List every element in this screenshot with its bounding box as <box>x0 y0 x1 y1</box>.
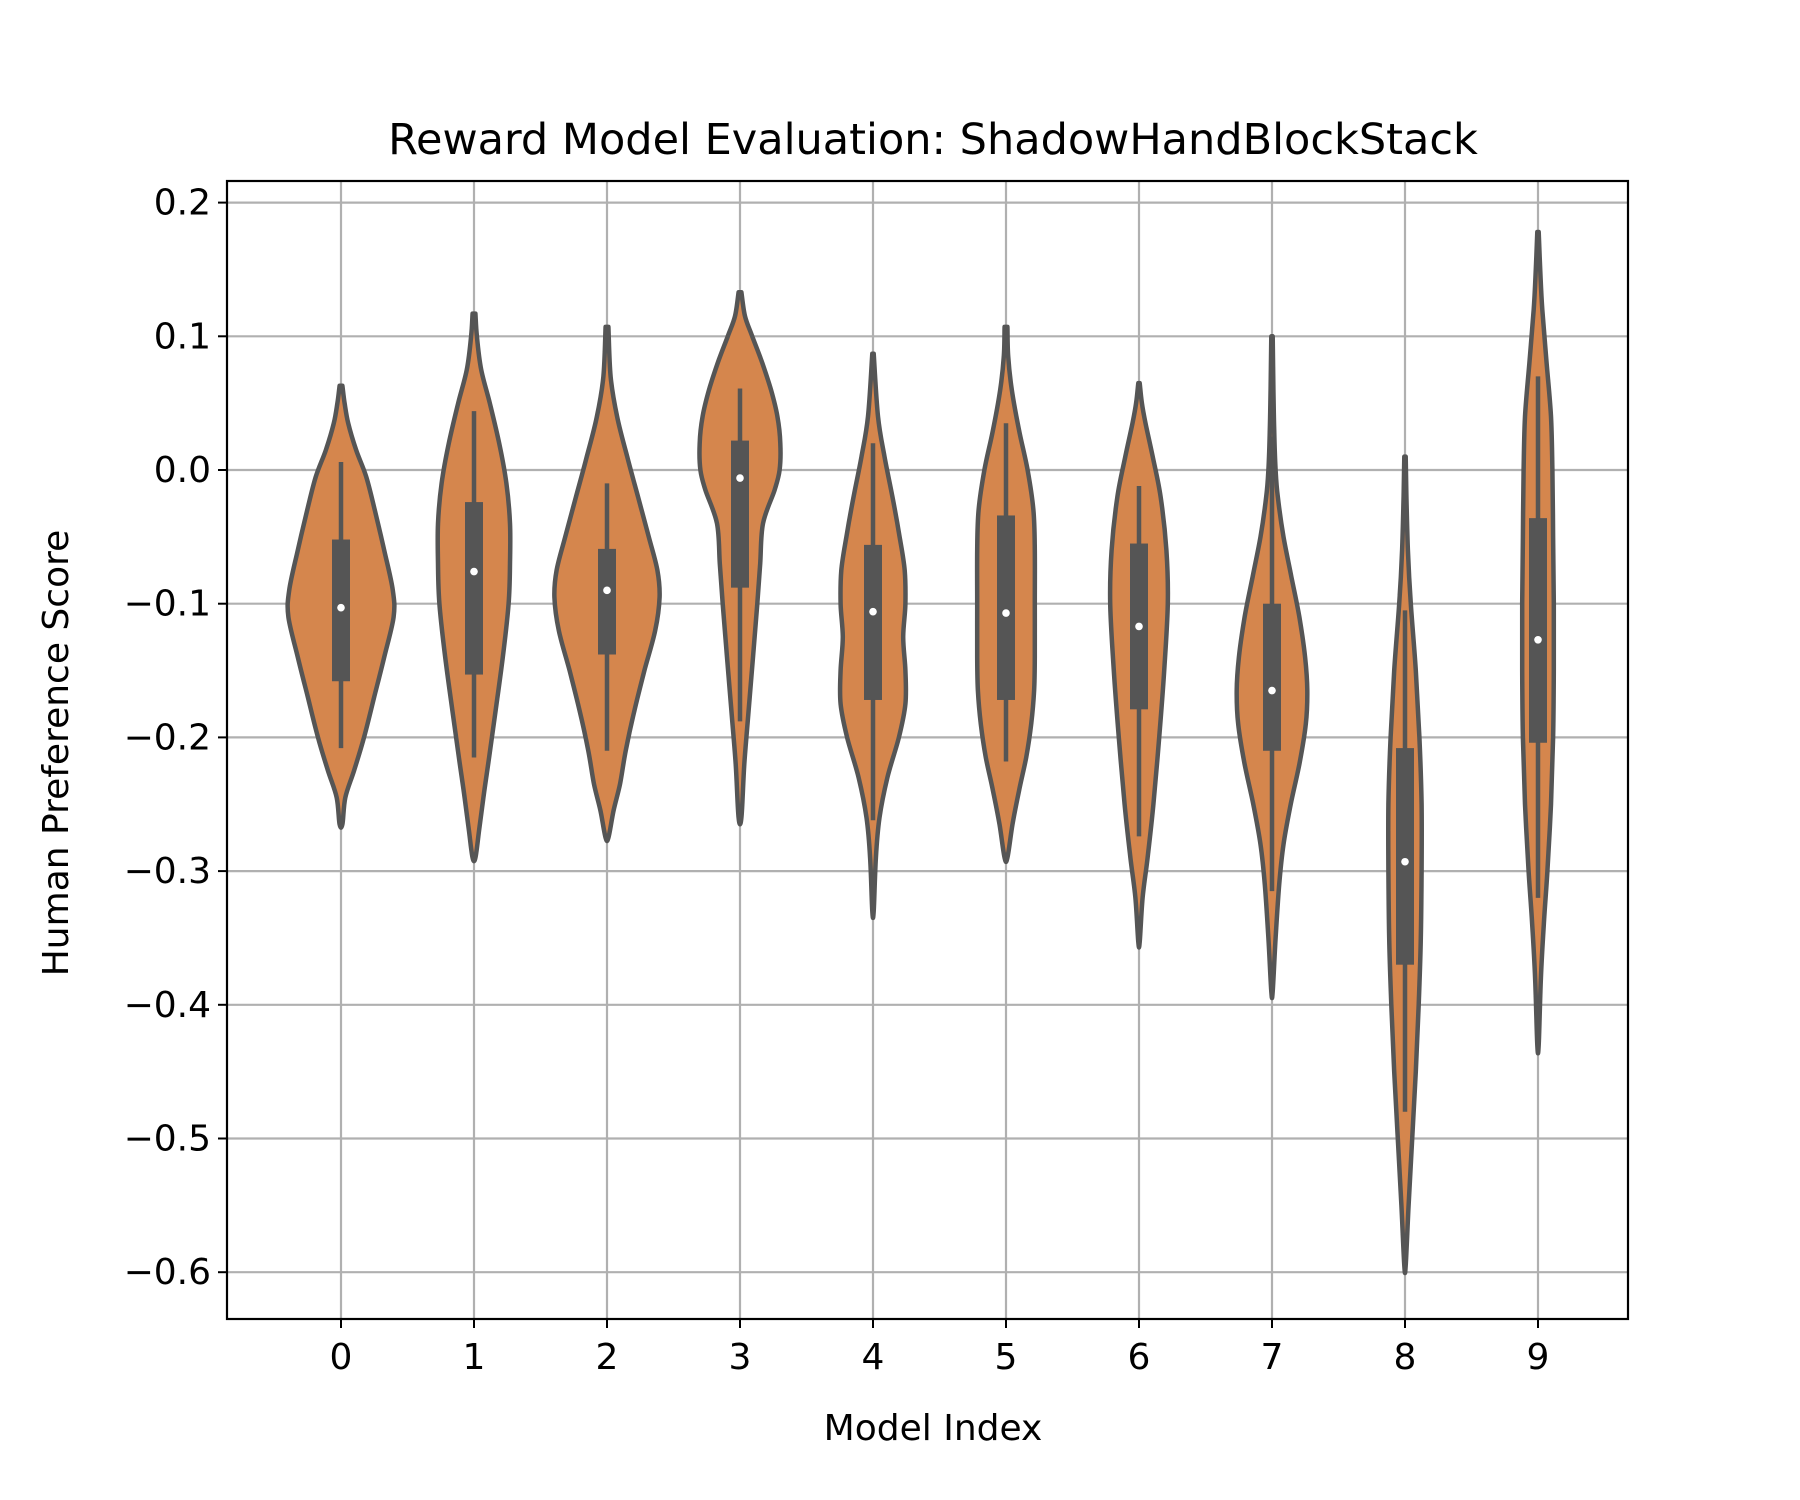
violin-median-point <box>1002 609 1010 617</box>
y-tick-label: 0.1 <box>154 316 211 357</box>
x-tick-label: 9 <box>1527 1337 1550 1378</box>
violin-layer <box>285 229 1557 1276</box>
violin-median-point <box>603 586 611 595</box>
violin-median-point <box>1534 635 1542 644</box>
x-tick-label: 7 <box>1261 1337 1284 1378</box>
axes-layer: 0.2 0.1 0.0 −0.1 −0.2 −0.3 −0.4 −0.5 −0.6 0 1 2 3 4 5 6… <box>124 179 1630 1378</box>
violin-iqr-box <box>731 440 749 588</box>
violin-iqr-box <box>598 548 616 655</box>
x-tick-label: 6 <box>1128 1337 1151 1378</box>
violin-iqr-box <box>1263 603 1281 751</box>
violin-iqr-box <box>1396 748 1414 965</box>
violin-median-point <box>869 607 877 616</box>
y-tick-label: −0.4 <box>124 985 211 1026</box>
violin-iqr-box <box>465 502 483 675</box>
y-tick-label: −0.5 <box>124 1119 211 1160</box>
violin-median-point <box>736 474 744 482</box>
y-tick-label: −0.3 <box>124 851 211 892</box>
violin-iqr-box <box>997 515 1015 700</box>
x-tick-label: 4 <box>862 1337 885 1378</box>
x-tick-label: 2 <box>596 1337 619 1378</box>
violin-iqr-box <box>1529 518 1547 743</box>
violin-median-point <box>1135 622 1143 631</box>
violin-median-point <box>1401 857 1409 866</box>
x-tick-label: 0 <box>330 1337 353 1378</box>
x-tick-label: 8 <box>1394 1337 1417 1378</box>
y-tick-label: 0.2 <box>154 183 211 224</box>
violin-median-point <box>1268 686 1276 695</box>
y-tick-label: −0.6 <box>124 1252 211 1293</box>
y-tick-label: −0.1 <box>124 584 211 625</box>
plot-frame <box>225 179 1630 1321</box>
x-tick-label: 1 <box>463 1337 486 1378</box>
x-tick-label: 3 <box>729 1337 752 1378</box>
x-tick-label: 5 <box>995 1337 1018 1378</box>
violin-median-point <box>337 603 345 612</box>
y-axis-label: Human Preference Score <box>36 530 77 977</box>
violin-median-point <box>470 567 478 576</box>
x-axis-label: Model Index <box>824 1408 1043 1449</box>
chart-title: Reward Model Evaluation: ShadowHandBlock… <box>388 115 1478 165</box>
y-tick-label: −0.2 <box>124 717 211 758</box>
y-tick-label: 0.0 <box>154 450 211 491</box>
violin-iqr-box <box>864 544 882 700</box>
